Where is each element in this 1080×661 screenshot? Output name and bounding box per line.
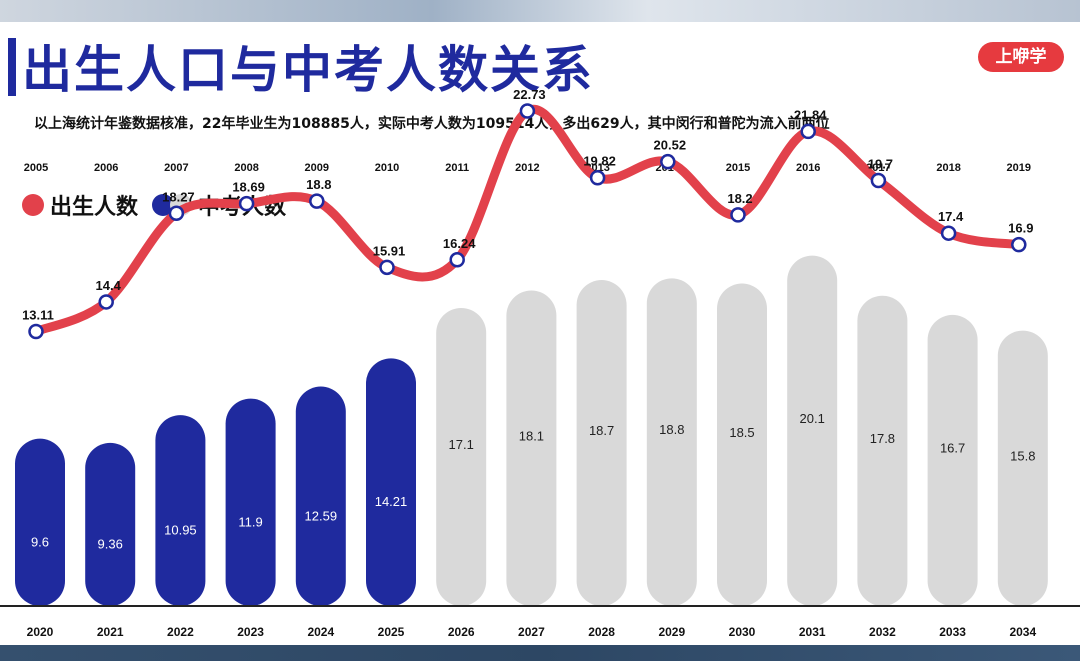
birth-point (800, 123, 816, 140)
birth-point (1011, 236, 1027, 253)
birth-point (449, 252, 465, 268)
exam-bar-value: 20.1 (800, 411, 825, 426)
chart-subtitle: 以上海统计年鉴数据核准，22年毕业生为108885人，实际中考人数为109514… (34, 116, 830, 132)
birth-point-label: 16.9 (1008, 221, 1033, 236)
exam-bar-value: 9.36 (98, 536, 123, 551)
exam-bar (15, 438, 65, 606)
exam-bar (787, 255, 838, 607)
exam-year-label: 2027 (518, 625, 545, 639)
birth-point (519, 103, 536, 119)
exam-year-label: 2032 (869, 625, 896, 639)
exam-bar (85, 442, 136, 606)
exam-year-label: 2028 (588, 625, 615, 639)
birth-point (379, 259, 395, 276)
birth-year-label: 2007 (164, 162, 188, 174)
birth-point-label: 20.52 (654, 138, 687, 153)
birth-point (168, 205, 185, 222)
birth-point (98, 294, 114, 310)
exam-bar-value: 17.8 (870, 431, 895, 446)
birth-year-label: 2019 (1007, 162, 1031, 174)
birth-year-label: 2012 (515, 162, 539, 174)
birth-point (589, 169, 606, 186)
birth-point-label: 18.8 (306, 177, 331, 192)
birth-point-label: 19.82 (583, 154, 616, 169)
legend-birth-label: 出生人数 (50, 195, 139, 220)
birth-year-label: 2009 (305, 162, 329, 174)
exam-bar (997, 330, 1048, 606)
brand-badge: 上咿学 (978, 42, 1064, 72)
birth-point-label: 14.4 (96, 278, 122, 293)
exam-bar (717, 283, 767, 606)
exam-bar (576, 280, 627, 606)
exam-year-label: 2034 (1009, 625, 1036, 639)
legend-birth-swatch (22, 194, 44, 216)
exam-bar-value: 16.7 (940, 440, 965, 455)
exam-year-label: 2029 (658, 625, 685, 639)
exam-year-label: 2020 (27, 625, 54, 639)
top-photo-edge (0, 0, 1080, 22)
exam-bar-value: 12.59 (305, 508, 338, 523)
bottom-photo-edge (0, 645, 1080, 661)
birth-point-label: 19.7 (868, 156, 893, 171)
exam-year-label: 2026 (448, 625, 475, 639)
legend-exam-swatch-actual (152, 194, 175, 216)
exam-bar (857, 295, 908, 606)
exam-year-label: 2022 (167, 625, 194, 639)
exam-bar-value: 17.1 (449, 437, 474, 452)
exam-year-label: 2025 (378, 625, 405, 639)
birth-year-label: 2010 (375, 162, 399, 174)
exam-bar (927, 314, 978, 606)
birth-year-label: 2016 (796, 162, 820, 174)
exam-bar (436, 307, 487, 606)
birth-point (730, 207, 746, 223)
title-accent-bar (8, 38, 16, 96)
birth-point (940, 225, 957, 241)
exam-bar (295, 386, 346, 606)
exam-bar-value: 15.8 (1010, 448, 1035, 463)
exam-bar-value: 14.21 (375, 494, 408, 509)
exam-bar-value: 18.7 (589, 423, 614, 438)
birth-point-label: 18.2 (727, 191, 752, 206)
birth-year-label: 2015 (726, 162, 750, 174)
birth-year-label: 2011 (445, 162, 469, 174)
exam-year-label: 2021 (97, 625, 124, 639)
birth-year-label: 2006 (94, 162, 118, 174)
birth-year-label: 2008 (234, 162, 258, 174)
exam-year-label: 2031 (799, 625, 826, 639)
exam-bar-value: 18.5 (729, 425, 754, 440)
exam-bar-value: 9.6 (31, 534, 49, 549)
exam-bar (225, 398, 276, 606)
exam-year-label: 2030 (729, 625, 756, 639)
exam-bar (646, 278, 697, 606)
birth-point (660, 153, 676, 170)
birth-point-label: 18.27 (162, 189, 195, 204)
chart-title: 出生人口与中考人数关系 (22, 41, 594, 99)
birth-point (28, 323, 44, 340)
birth-year-label: 2018 (936, 162, 960, 174)
exam-bar-value: 18.8 (659, 422, 684, 437)
exam-bar-value: 11.9 (238, 514, 262, 529)
exam-bar (506, 290, 557, 606)
exam-year-label: 2033 (939, 625, 966, 639)
birth-point-label: 13.11 (22, 308, 54, 323)
birth-year-label: 2005 (24, 162, 48, 174)
birth-point (870, 172, 887, 189)
birth-point-label: 16.24 (443, 236, 476, 251)
birth-point (238, 195, 255, 212)
exam-year-label: 2023 (237, 625, 264, 639)
exam-year-label: 2024 (307, 625, 334, 639)
birth-point-label: 21.84 (794, 107, 827, 122)
birth-point-label: 18.69 (232, 180, 265, 195)
birth-point-label: 15.91 (373, 243, 406, 258)
exam-bar (155, 415, 206, 606)
exam-bar (366, 358, 416, 606)
birth-point (309, 193, 325, 209)
exam-bar-value: 18.1 (519, 428, 544, 443)
birth-point-label: 17.4 (938, 209, 964, 224)
exam-bar-value: 10.95 (164, 523, 197, 538)
birth-point-label: 22.73 (513, 87, 546, 102)
